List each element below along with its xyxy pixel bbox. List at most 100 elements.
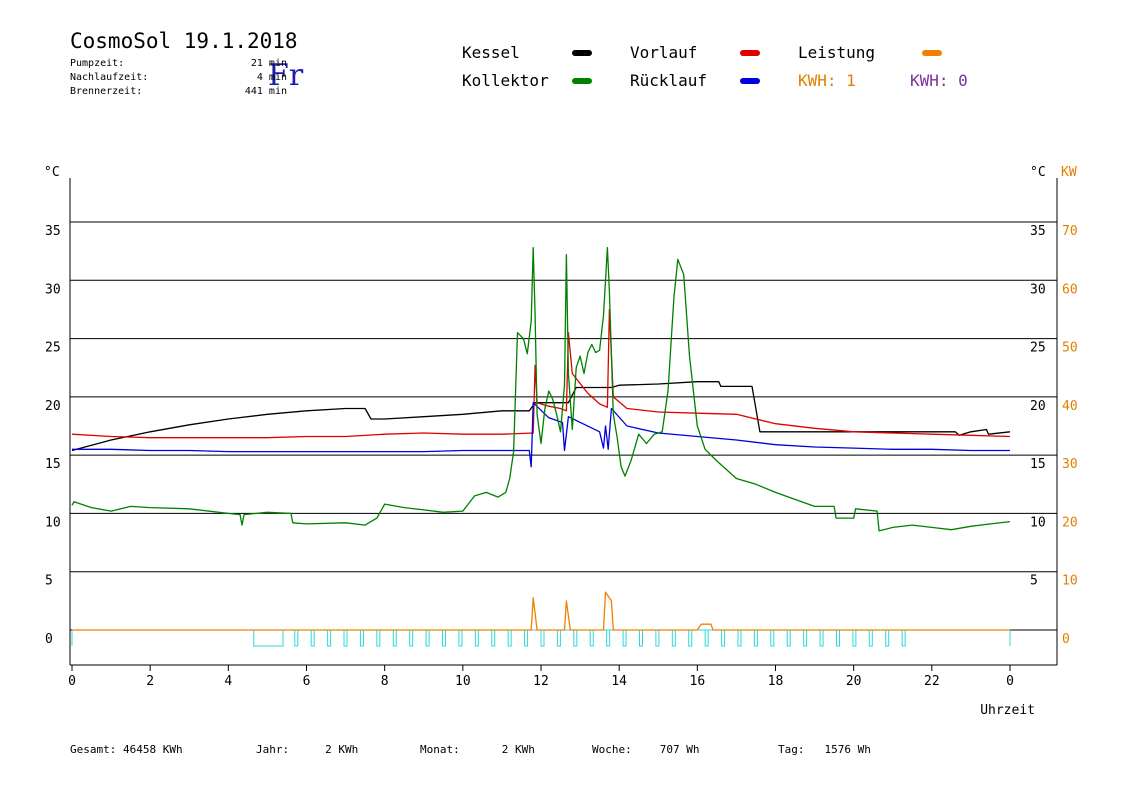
pump-pulse	[786, 629, 791, 647]
footer-jahr: Jahr: 2 KWh	[256, 743, 358, 756]
footer-label: Tag:	[778, 743, 805, 756]
x-tick-label: 8	[381, 674, 389, 689]
pump-pulse	[343, 629, 348, 647]
footer-woche: Woche: 707 Wh	[592, 743, 700, 756]
footer-label: Woche:	[592, 743, 632, 756]
x-tick-label: 10	[455, 674, 471, 689]
pump-pulse	[573, 629, 578, 647]
pump-pulse	[655, 629, 660, 647]
pump-pulse	[688, 629, 693, 647]
y-tick-label-right: 30	[1030, 282, 1046, 297]
footer-monat: Monat: 2 KWh	[420, 743, 535, 756]
y-tick-label-right: 20	[1030, 399, 1046, 414]
x-tick-label: 0	[1006, 674, 1014, 689]
x-tick-label: 18	[768, 674, 784, 689]
weekday-label: Fr	[268, 58, 304, 93]
y-tick-label-right: 10	[1030, 515, 1046, 530]
legend-kwh-2: KWH: 0	[910, 71, 968, 90]
legend-swatch-kessel	[572, 50, 592, 56]
x-tick-label: 22	[924, 674, 940, 689]
pump-block	[253, 629, 284, 647]
pump-pulse	[753, 629, 758, 647]
y-tick-label-left: 0	[45, 632, 53, 647]
y-tick-label-right: 35	[1030, 224, 1046, 239]
pump-pulse	[638, 629, 643, 647]
pump-pulse	[359, 629, 364, 647]
y2-tick-label: 10	[1062, 574, 1078, 589]
legend-swatch-kollektor	[572, 78, 592, 84]
y-tick-label-left: 5	[45, 574, 53, 589]
series-line-vorlauf	[71, 308, 1011, 439]
series-line-leistung	[72, 591, 1010, 631]
pump-pulse	[458, 629, 463, 647]
pump-pulse	[507, 629, 512, 647]
x-tick-label: 12	[533, 674, 549, 689]
x-tick-label: 4	[224, 674, 232, 689]
footer-label: Monat:	[420, 743, 460, 756]
stat-label: Pumpzeit:	[70, 58, 125, 69]
footer-tag: Tag: 1576 Wh	[778, 743, 871, 756]
y-tick-label-left: 30	[45, 282, 61, 297]
y2-tick-label: 70	[1062, 224, 1078, 239]
stat-pumpzeit: Pumpzeit: 21 min	[70, 58, 287, 69]
stat-value: 441 min	[244, 86, 287, 97]
stat-value: 21 min	[250, 58, 287, 69]
legend-swatch-leistung	[922, 50, 942, 56]
legend-kessel: Kessel	[462, 43, 520, 62]
legend-kollektor: Kollektor	[462, 71, 549, 90]
pump-pulse	[524, 629, 529, 647]
legend-swatch-ruecklauf	[740, 78, 760, 84]
pump-pulse	[409, 629, 414, 647]
stat-nachlaufzeit: Nachlaufzeit: 4 min	[70, 72, 287, 83]
pump-pulse	[425, 629, 430, 647]
pump-pulse	[442, 629, 447, 647]
pump-pulse	[376, 629, 381, 647]
pump-pulse	[770, 629, 775, 647]
y2-tick-label: 40	[1062, 399, 1078, 414]
legend-leistung: Leistung	[798, 43, 876, 62]
stat-value: 4 min	[256, 72, 287, 83]
pump-pulse	[803, 629, 808, 647]
pump-pulse	[310, 629, 315, 647]
y-tick-label-right: 5	[1030, 574, 1038, 589]
y2-tick-label: 60	[1062, 282, 1078, 297]
pump-pulse	[327, 629, 332, 647]
y2-tick-label: 30	[1062, 457, 1078, 472]
series-line-kollektor	[71, 246, 1011, 532]
stat-label: Nachlaufzeit:	[70, 72, 149, 83]
y-tick-label-left: 35	[45, 224, 61, 239]
footer-value: 707 Wh	[659, 743, 700, 756]
pump-pulse	[835, 629, 840, 647]
y2-tick-label: 50	[1062, 341, 1078, 356]
legend-vorlauf: Vorlauf	[630, 43, 698, 62]
x-tick-label: 6	[303, 674, 311, 689]
legend-ruecklauf: Rücklauf	[630, 71, 708, 90]
footer-label: Jahr:	[256, 743, 290, 756]
pump-pulse	[294, 629, 299, 647]
y2-tick-label: 0	[1062, 632, 1070, 647]
y-tick-label-left: 25	[45, 341, 61, 356]
pump-pulse	[392, 629, 397, 647]
y-unit-left: °C	[44, 165, 60, 180]
footer-value: 1576 Wh	[824, 743, 871, 756]
x-tick-label: 14	[611, 674, 627, 689]
pump-pulse	[819, 629, 824, 647]
x-tick-label: 2	[146, 674, 154, 689]
series-line-rcklauf	[72, 402, 1010, 468]
pump-pulse	[671, 629, 676, 647]
y-tick-label-right: 15	[1030, 457, 1046, 472]
pump-pulse	[556, 629, 561, 647]
chart-title: CosmoSol 19.1.2018	[70, 29, 298, 53]
x-tick-label: 20	[846, 674, 862, 689]
pump-pulse	[606, 629, 611, 647]
y-tick-label-left: 15	[45, 457, 61, 472]
pump-pulse	[474, 629, 479, 647]
pump-pulse	[491, 629, 496, 647]
stat-label: Brennerzeit:	[70, 86, 143, 97]
footer-gesamt: Gesamt: 46458 KWh	[70, 743, 183, 756]
x-tick-label: 0	[68, 674, 76, 689]
y-tick-label-left: 20	[45, 399, 61, 414]
footer-value: 2 KWh	[501, 743, 535, 756]
stat-brennerzeit: Brennerzeit: 441 min	[70, 86, 287, 97]
